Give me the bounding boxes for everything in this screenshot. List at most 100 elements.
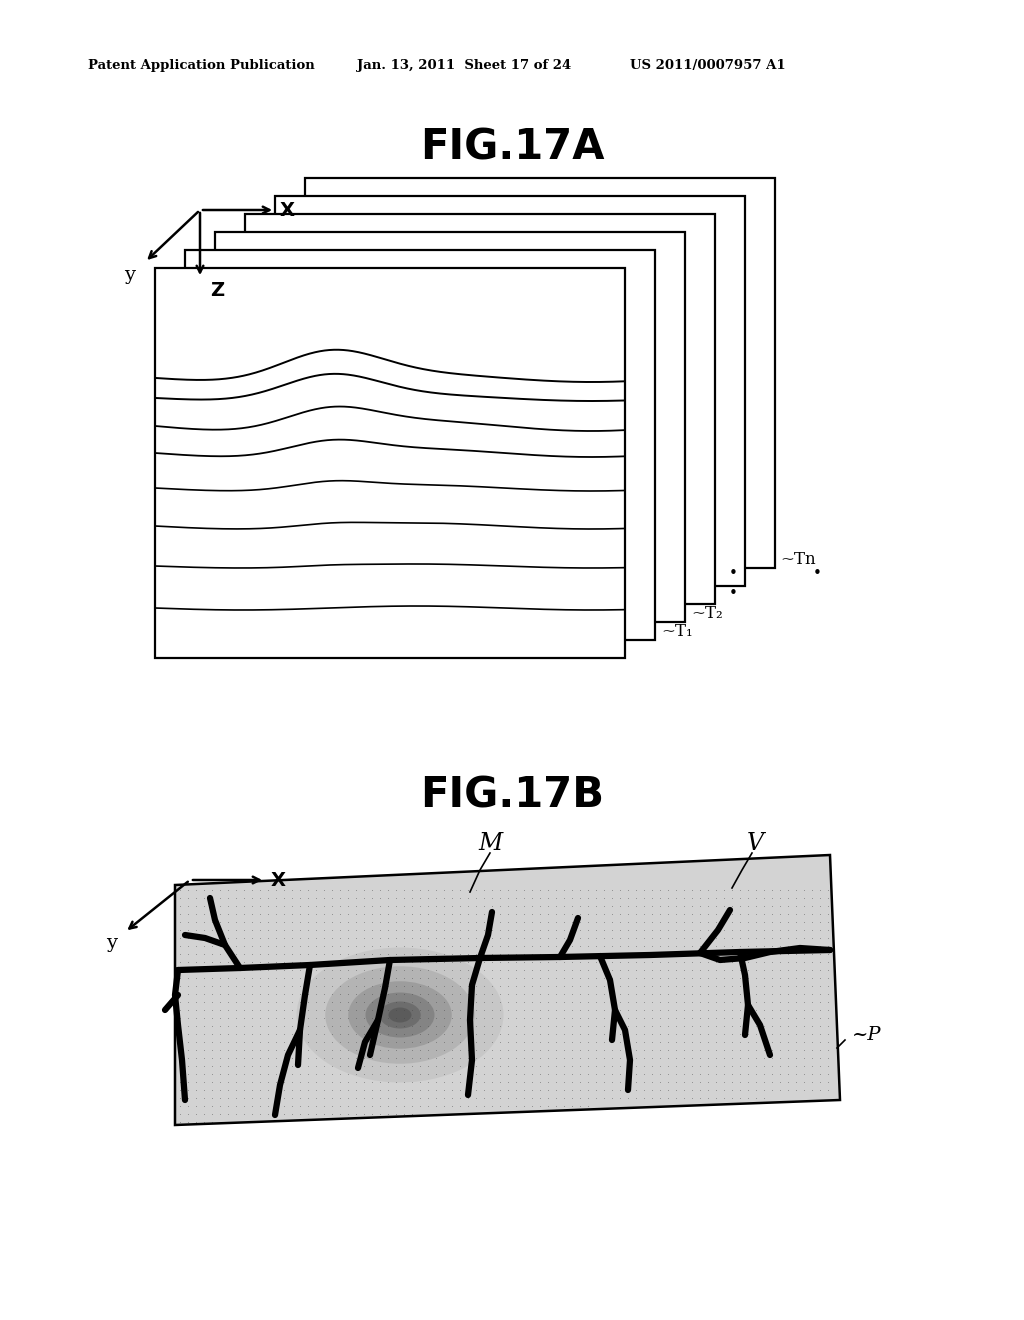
Point (196, 911, 212, 932)
Point (180, 911, 197, 932)
Point (812, 983, 828, 1005)
Point (531, 1064, 548, 1085)
Point (315, 895, 332, 916)
Point (355, 960, 372, 981)
Point (220, 1039, 237, 1060)
Point (516, 887, 532, 908)
Point (443, 887, 460, 908)
Point (636, 887, 652, 908)
Point (468, 1048, 484, 1069)
Ellipse shape (388, 1007, 412, 1023)
Point (516, 1096, 532, 1117)
Point (220, 911, 237, 932)
Point (212, 1048, 228, 1069)
Point (220, 1023, 237, 1044)
Point (732, 999, 749, 1020)
Point (812, 1023, 828, 1044)
Point (275, 1104, 292, 1125)
Point (268, 983, 285, 1005)
Point (748, 1080, 764, 1101)
Point (380, 911, 396, 932)
Point (644, 1048, 660, 1069)
Point (524, 1056, 541, 1077)
Point (580, 1056, 596, 1077)
Point (571, 1015, 588, 1036)
Point (380, 999, 396, 1020)
Point (275, 911, 292, 932)
Point (668, 1080, 684, 1101)
Point (452, 1015, 468, 1036)
Point (436, 887, 453, 908)
Point (699, 1072, 716, 1093)
Point (739, 920, 756, 941)
Point (644, 920, 660, 941)
Point (436, 1048, 453, 1069)
Text: ~T₁: ~T₁ (662, 623, 692, 640)
Point (436, 879, 453, 900)
Point (580, 960, 596, 981)
Point (436, 1015, 453, 1036)
Point (204, 911, 220, 932)
Point (196, 879, 212, 900)
Point (355, 999, 372, 1020)
Point (340, 1015, 356, 1036)
Point (548, 983, 564, 1005)
Point (588, 983, 604, 1005)
Point (388, 920, 404, 941)
Point (292, 1031, 308, 1052)
Point (500, 944, 516, 965)
Point (364, 975, 380, 997)
Point (804, 928, 820, 949)
Point (204, 1088, 220, 1109)
Point (284, 1015, 300, 1036)
Point (699, 911, 716, 932)
Point (659, 928, 676, 949)
Point (372, 999, 388, 1020)
Point (292, 1088, 308, 1109)
Point (284, 936, 300, 957)
Point (692, 1031, 709, 1052)
Text: •: • (813, 565, 822, 581)
Point (676, 920, 692, 941)
Point (571, 895, 588, 916)
Point (452, 1072, 468, 1093)
Point (308, 952, 325, 973)
Point (483, 903, 500, 924)
Point (292, 1039, 308, 1060)
Point (732, 952, 749, 973)
Point (820, 968, 837, 989)
Point (668, 999, 684, 1020)
Point (275, 936, 292, 957)
Point (244, 911, 260, 932)
Point (483, 1080, 500, 1101)
Point (372, 944, 388, 965)
Point (756, 1048, 772, 1069)
Point (604, 928, 621, 949)
Point (756, 1088, 772, 1109)
Point (315, 975, 332, 997)
Point (252, 879, 268, 900)
Point (396, 983, 413, 1005)
Point (508, 1096, 524, 1117)
Point (460, 1048, 476, 1069)
Point (292, 1023, 308, 1044)
Point (396, 1039, 413, 1060)
Point (596, 887, 612, 908)
Point (604, 887, 621, 908)
Point (699, 1064, 716, 1085)
Point (604, 895, 621, 916)
Point (732, 1072, 749, 1093)
Point (716, 960, 732, 981)
Point (403, 1015, 420, 1036)
Point (436, 1023, 453, 1044)
Point (516, 1031, 532, 1052)
Point (596, 952, 612, 973)
Point (548, 968, 564, 989)
Point (315, 960, 332, 981)
Point (636, 1056, 652, 1077)
Point (780, 911, 797, 932)
Point (540, 928, 556, 949)
Point (372, 1072, 388, 1093)
Point (180, 920, 197, 941)
Point (739, 1088, 756, 1109)
